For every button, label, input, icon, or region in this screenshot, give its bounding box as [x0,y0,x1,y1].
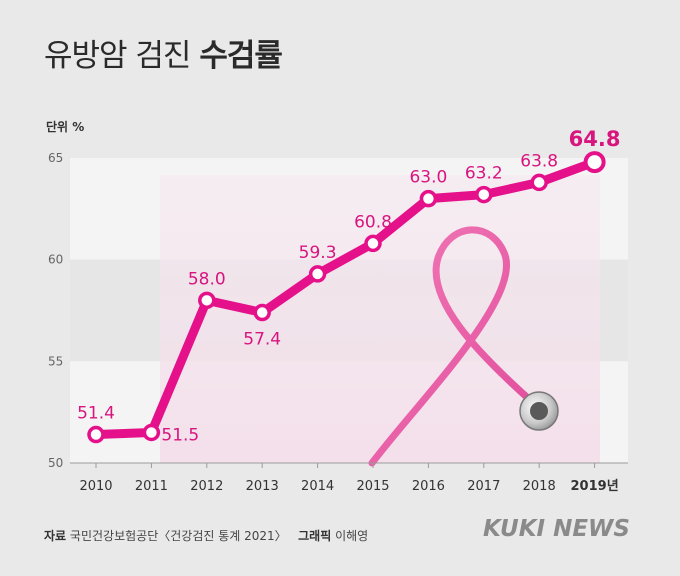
pink-ribbon [368,226,534,467]
data-point [142,423,161,442]
source-label: 자료 [44,529,67,543]
x-tick-label: 2015 [356,479,389,494]
data-label: 58.0 [188,269,226,289]
data-label: 64.8 [569,127,621,151]
data-point [583,151,606,174]
y-tick-label: 50 [48,456,63,470]
x-tick-label: 2010 [79,479,112,494]
data-label: 57.4 [243,330,281,350]
x-tick-label: 2019년 [571,479,619,494]
data-label: 63.2 [465,164,503,184]
data-label: 63.0 [409,168,447,188]
axes: 50 55 60 65 2010 2011 2012 2013 2014 2015 2016 2017… [48,151,628,494]
data-label: 63.8 [520,151,558,171]
grid-bands [70,158,628,463]
y-tick-label: 60 [48,253,63,267]
x-tick-label: 2014 [301,479,334,494]
source-text: 국민건강보험공단〈건강검진 통계 2021〉 [69,529,287,543]
data-point [530,173,548,192]
ribbon-stethoscope-illustration [368,226,559,467]
data-label: 59.3 [299,243,337,263]
x-tick-label: 2013 [246,479,279,494]
data-point [364,234,382,253]
data-point [419,189,438,208]
data-label: 51.5 [161,426,199,446]
data-point [308,265,327,283]
data-series [87,151,606,444]
data-label: 51.4 [77,404,115,424]
title-normal: 유방암 검진 [44,38,200,74]
data-point [87,425,105,444]
x-tick-label: 2012 [190,479,223,494]
footer: 자료 국민건강보험공단〈건강검진 통계 2021〉 그래픽 이해영 [44,527,368,544]
data-label: 60.8 [354,212,392,232]
title-bold: 수검률 [199,38,283,74]
x-tick-label: 2011 [135,479,168,494]
data-point [253,303,271,322]
series-line [91,157,600,440]
x-tick-label: 2017 [467,479,500,494]
data-labels: 51.4 51.5 58.0 57.4 59.3 60.8 63.0 63.2 63.8 64.8 [77,127,620,445]
y-tick-label: 55 [48,354,63,368]
data-point [198,291,216,310]
data-point [475,185,493,204]
graphic-label: 그래픽 [298,529,332,543]
y-tick-label: 65 [48,151,63,165]
stethoscope-diaphragm [530,402,548,420]
brand-logo: KUKI NEWS [483,516,630,542]
x-tick-label: 2016 [412,479,445,494]
chart-title: 유방암 검진 수검률 [44,30,283,75]
unit-label: 단위 % [46,120,85,134]
graphic-text: 이해영 [335,529,369,543]
x-tick-label: 2018 [523,479,556,494]
